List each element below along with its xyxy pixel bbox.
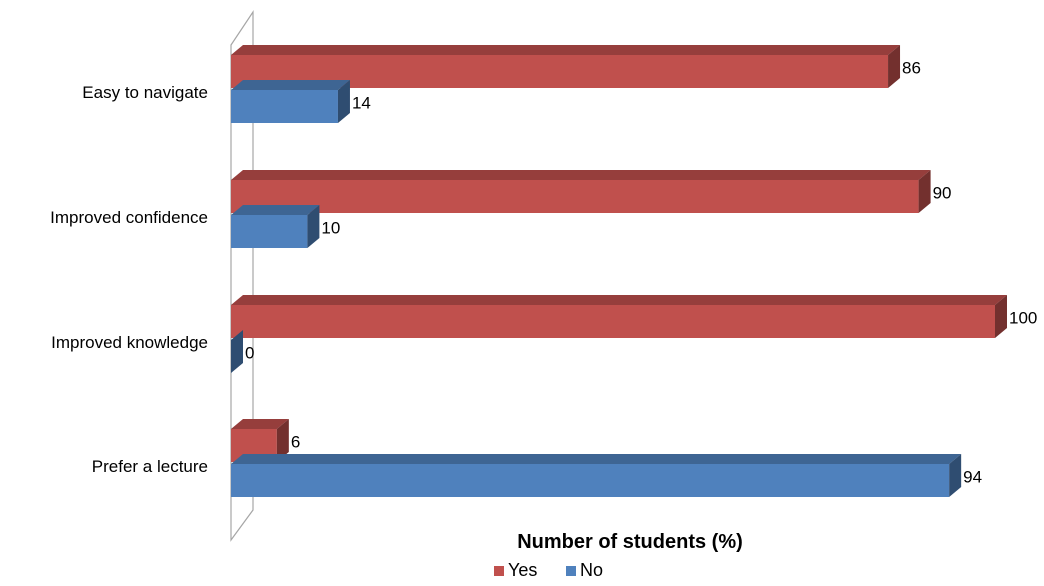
bars-group [231, 45, 1007, 497]
category-label-2: Improved knowledge [51, 333, 208, 352]
data-label-yes-1: 90 [933, 184, 952, 203]
data-labels: 86 14 90 10 100 0 6 94 [245, 59, 1037, 487]
category-label-0: Easy to navigate [82, 83, 208, 102]
x-axis-title: Number of students (%) [517, 531, 743, 553]
legend-item-no: No [566, 560, 603, 581]
data-label-yes-2: 100 [1009, 309, 1037, 328]
data-label-no-1: 10 [321, 219, 340, 238]
bar-yes-1 [231, 170, 931, 213]
data-label-yes-0: 86 [902, 59, 921, 78]
back-wall-panel [230, 10, 254, 542]
legend-label-yes: Yes [508, 560, 538, 580]
legend-item-yes: Yes [494, 560, 537, 581]
chart-back-wall [230, 10, 254, 542]
legend: Yes No [0, 560, 1044, 584]
bar-no-1 [231, 205, 320, 248]
category-label-1: Improved confidence [50, 208, 208, 227]
bar-no-0 [231, 80, 350, 123]
data-label-no-0: 14 [352, 94, 371, 113]
data-label-no-3: 94 [963, 468, 982, 487]
legend-label-no: No [580, 560, 604, 580]
legend-swatch-no [566, 565, 576, 576]
data-label-no-2: 0 [245, 344, 254, 363]
category-label-3: Prefer a lecture [92, 457, 208, 476]
legend-swatch-yes [494, 565, 504, 576]
bar-no-2 [231, 330, 243, 373]
category-labels: Easy to navigate Improved confidence Impro… [50, 83, 208, 476]
bar-yes-2 [231, 295, 1007, 338]
data-label-yes-3: 6 [291, 433, 300, 452]
bar-chart: Easy to navigate Improved confidence Impro… [50, 10, 1037, 553]
bar-no-3 [231, 454, 962, 497]
